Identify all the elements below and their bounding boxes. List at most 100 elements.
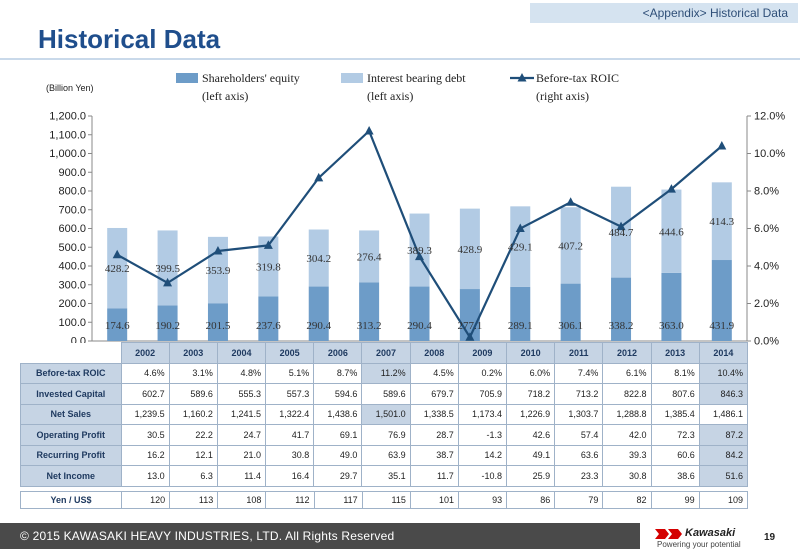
legend-sublabel: (left axis) (202, 89, 248, 103)
fx-cell: 115 (361, 491, 411, 509)
equity-value-label: 338.2 (609, 320, 634, 332)
bar-interest-bearing-debt (661, 189, 682, 273)
roic-marker (163, 277, 173, 287)
roic-marker (566, 197, 576, 206)
left-tick-label: 0.0 (71, 336, 86, 346)
year-header: 2013 (650, 342, 700, 364)
bar-interest-bearing-debt (459, 208, 480, 290)
table-cell: 11.7 (409, 465, 459, 487)
table-cell: 72.3 (650, 424, 700, 446)
debt-value-label: 353.9 (206, 265, 231, 277)
table-cell: 49.1 (505, 444, 556, 466)
right-tick-label: 12.0% (754, 111, 785, 123)
bar-shareholders-equity (258, 296, 279, 341)
table-cell: 30.8 (602, 465, 652, 487)
left-tick-label: 300.0 (58, 279, 86, 291)
debt-value-label: 399.5 (155, 263, 180, 275)
table-cell: 4.5% (409, 362, 459, 384)
debt-value-label: 429.1 (508, 242, 533, 254)
bar-interest-bearing-debt (107, 227, 128, 309)
table-cell: 6.3 (168, 465, 218, 487)
year-header: 2009 (457, 342, 508, 364)
debt-value-label: 304.2 (306, 253, 331, 265)
unit-label: (Billion Yen) (46, 83, 94, 93)
table-cell: 679.7 (409, 383, 459, 405)
table-cell: 1,385.4 (650, 403, 700, 425)
row-label: Operating Profit (20, 424, 122, 446)
table-cell: 1,501.0 (361, 403, 411, 425)
table-cell: 6.0% (505, 362, 556, 384)
right-tick-label: 6.0% (754, 223, 779, 235)
debt-value-label: 407.2 (558, 240, 583, 252)
roic-marker (415, 251, 424, 261)
table-cell: 713.2 (554, 383, 604, 405)
table-cell: 57.4 (554, 424, 604, 446)
left-tick-label: 200.0 (58, 298, 86, 310)
table-cell: 846.3 (698, 383, 749, 405)
debt-value-label: 444.6 (659, 226, 684, 238)
table-cell: 1,438.6 (313, 403, 363, 425)
fx-cell: 108 (217, 491, 267, 509)
table-cell: 25.9 (505, 465, 556, 487)
bar-shareholders-equity (207, 303, 228, 341)
table-cell: 76.9 (361, 424, 411, 446)
table-cell: 63.9 (361, 444, 411, 466)
fx-cell: 109 (698, 491, 749, 509)
roic-marker (465, 332, 475, 341)
table-cell: 1,173.4 (457, 403, 508, 425)
year-header: 2003 (168, 342, 218, 364)
table-cell: 3.1% (168, 362, 218, 384)
roic-marker (263, 240, 273, 249)
table-cell: 822.8 (602, 383, 652, 405)
footer-copyright: © 2015 KAWASAKI HEAVY INDUSTRIES, LTD. A… (0, 523, 640, 549)
legend-label: Shareholders' equity (202, 71, 300, 85)
table-row: Recurring Profit 16.2 12.1 21.0 30.8 49.0 63.9… (20, 444, 749, 466)
table-cell: 1,160.2 (168, 403, 218, 425)
left-tick-label: 1,000.0 (49, 148, 86, 160)
equity-value-label: 290.4 (306, 320, 331, 332)
fx-cell: 120 (120, 491, 171, 509)
fx-table: Yen / US$ 120 113 108 112 117 115 101 93 86 79 82 99… (20, 491, 749, 509)
table-cell: 60.6 (650, 444, 700, 466)
bar-shareholders-equity (510, 286, 531, 341)
right-tick-label: 4.0% (754, 261, 779, 273)
year-header: 2008 (409, 342, 459, 364)
table-cell: 38.7 (409, 444, 459, 466)
bar-shareholders-equity (308, 286, 329, 341)
equity-value-label: 313.2 (357, 320, 382, 332)
table-cell: 1,322.4 (265, 403, 315, 425)
table-row: Net Income 13.0 6.3 11.4 16.4 29.7 35.1 11.7 -10… (20, 465, 749, 487)
equity-value-label: 190.2 (155, 320, 180, 332)
bar-interest-bearing-debt (258, 236, 279, 297)
equity-value-label: 290.4 (407, 320, 432, 332)
table-cell: 1,239.5 (120, 403, 170, 425)
bar-shareholders-equity (157, 305, 178, 341)
debt-value-label: 428.9 (458, 244, 483, 256)
debt-value-label: 414.3 (709, 216, 734, 228)
right-tick-label: 2.0% (754, 298, 779, 310)
table-cell: 28.7 (409, 424, 459, 446)
table-cell: 4.6% (120, 362, 170, 384)
left-tick-label: 900.0 (58, 167, 86, 179)
right-tick-label: 8.0% (754, 186, 779, 198)
fx-cell: 82 (602, 491, 652, 509)
legend-marker (517, 73, 527, 82)
year-header-row: 2002 2003 2004 2005 2006 2007 2008 2009 2010 2011… (20, 342, 749, 364)
table-cell: 87.2 (698, 424, 749, 446)
data-table: 2002 2003 2004 2005 2006 2007 2008 2009 2010 2011… (20, 342, 749, 487)
debt-value-label: 389.3 (407, 245, 432, 257)
table-cell: 29.7 (313, 465, 363, 487)
table-cell: 35.1 (361, 465, 411, 487)
table-cell: 24.7 (216, 424, 267, 446)
table-cell: 8.1% (650, 362, 700, 384)
table-cell: 555.3 (216, 383, 267, 405)
legend-swatch (341, 73, 363, 83)
table-row: Before-tax ROIC 4.6% 3.1% 4.8% 5.1% 8.7% 11.2%… (20, 362, 749, 384)
left-tick-label: 700.0 (58, 204, 86, 216)
roic-marker (364, 126, 374, 135)
legend-label: Interest bearing debt (367, 71, 466, 85)
bar-interest-bearing-debt (308, 229, 329, 287)
fx-cell: 99 (650, 491, 700, 509)
table-cell: 63.6 (554, 444, 604, 466)
table-cell: 8.7% (313, 362, 363, 384)
